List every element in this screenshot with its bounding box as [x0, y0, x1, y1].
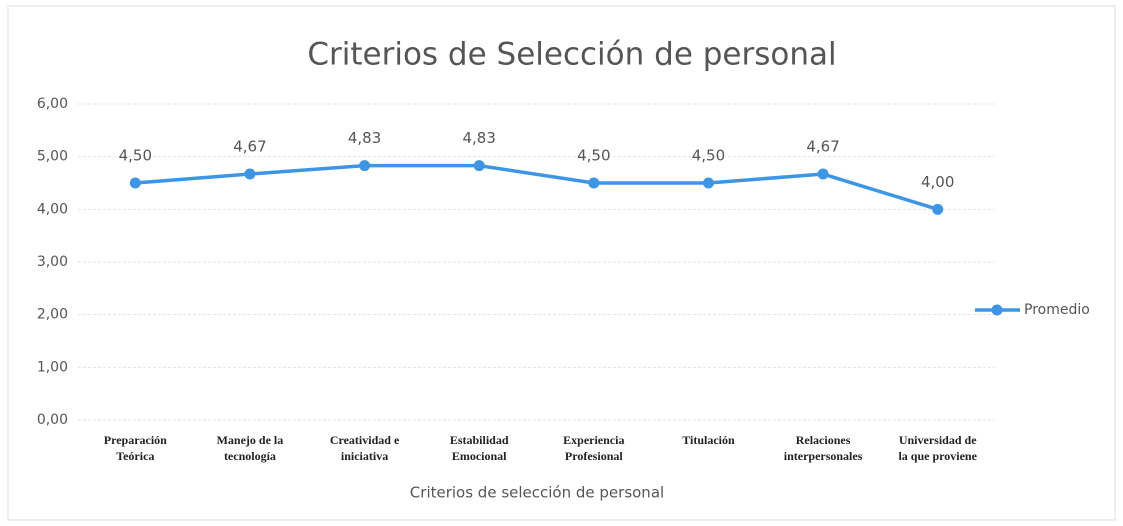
marker [588, 177, 600, 189]
marker [359, 160, 371, 172]
chart-border [7, 5, 1116, 521]
marker [702, 177, 714, 189]
x-tick-label: Relaciones interpersonales [783, 433, 863, 463]
line [135, 163, 939, 212]
data-label: 4,83 [462, 129, 495, 147]
x-tick-label: Universidad de la que proviene [898, 433, 977, 463]
y-tick-label: 2,00 [37, 307, 68, 323]
y-tick-label: 3,00 [37, 254, 68, 270]
x-tick-label: Estabilidad Emocional [449, 433, 509, 463]
y-tick-label: 5,00 [37, 149, 68, 165]
marker [244, 168, 256, 180]
data-label: 4,83 [348, 129, 381, 147]
data-label: 4,50 [692, 147, 725, 165]
marker [932, 203, 944, 215]
y-tick-label: 6,00 [37, 96, 68, 112]
marker [473, 160, 485, 172]
x-tick-label: Preparación Teórica [103, 433, 167, 463]
x-axis-title: Criterios de selección de personal [410, 484, 664, 502]
x-tick-label: Titulación [682, 433, 735, 447]
x-tick-label: Experiencia Profesional [563, 433, 625, 463]
marker [817, 168, 829, 180]
data-label: 4,50 [577, 147, 610, 165]
chart-title: Criterios de Selección de personal [307, 37, 836, 73]
legend-marker [991, 304, 1003, 316]
data-label: 4,67 [806, 138, 839, 156]
y-tick-label: 0,00 [37, 412, 68, 428]
data-label: 4,00 [921, 173, 954, 191]
data-label: 4,67 [233, 138, 266, 156]
data-label: 4,50 [119, 147, 152, 165]
y-tick-label: 4,00 [37, 201, 68, 217]
marker [129, 177, 141, 189]
x-tick-label: Creatividad e iniciativa [329, 433, 400, 463]
y-tick-label: 1,00 [37, 359, 68, 375]
x-tick-label: Manejo de la tecnología [216, 433, 284, 463]
legend-label: Promedio [1024, 302, 1090, 318]
